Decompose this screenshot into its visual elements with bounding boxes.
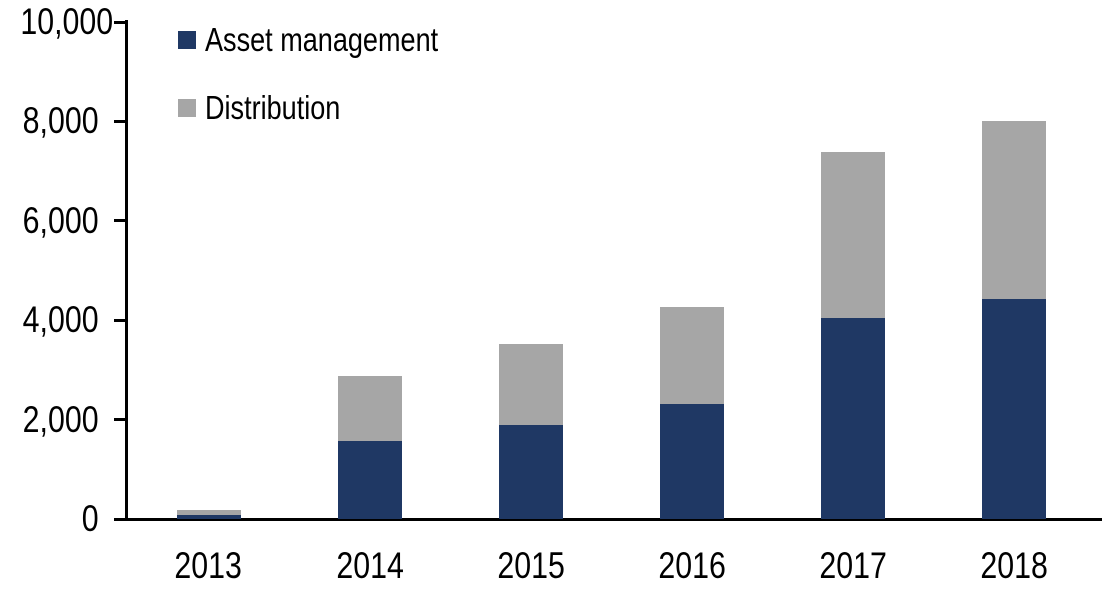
bar-segment-2018-asset-management — [982, 299, 1047, 519]
y-tick-label-text: 2,000 — [23, 398, 99, 440]
x-tick-label-2016: 2016 — [612, 546, 773, 586]
x-tick-label-text: 2018 — [980, 545, 1049, 586]
y-tick-label: 8,000 — [0, 102, 99, 140]
bar-segment-2018-distribution — [982, 121, 1047, 300]
x-tick-label-text: 2014 — [335, 545, 404, 586]
legend-label-distribution: Distribution — [205, 89, 370, 127]
y-tick-label: 0 — [0, 500, 99, 538]
y-tick-label-text: 0 — [82, 498, 99, 539]
legend-item-asset-management: Asset management — [178, 21, 489, 59]
bar-segment-2017-distribution — [821, 151, 886, 318]
y-tick-label: 10,000 — [0, 3, 113, 41]
legend-swatch-asset-management — [178, 31, 196, 49]
x-tick-label-text: 2017 — [819, 545, 887, 586]
y-axis-line — [125, 20, 128, 521]
bar-2017 — [773, 151, 934, 519]
x-tick-label-text: 2013 — [174, 545, 243, 586]
legend-swatch-distribution — [178, 99, 196, 117]
x-tick-label-2013: 2013 — [128, 546, 289, 586]
legend-label-asset-management: Asset management — [205, 21, 489, 59]
x-tick-label-text: 2016 — [658, 545, 726, 586]
bar-segment-2016-distribution — [660, 306, 725, 405]
bar-segment-2017-asset-management — [821, 317, 886, 519]
y-tick-label: 6,000 — [0, 199, 99, 241]
bar-segment-2013-asset-management — [176, 515, 241, 519]
y-tick-label-text: 10,000 — [20, 1, 114, 42]
x-axis-line — [114, 518, 1102, 521]
y-tick-label-text: 4,000 — [23, 299, 99, 341]
bar-2013 — [128, 510, 289, 519]
bar-segment-2014-distribution — [337, 376, 402, 442]
x-tick-label-2017: 2017 — [773, 546, 934, 586]
legend-label-text: Distribution — [205, 89, 341, 126]
legend-item-distribution: Distribution — [178, 89, 370, 127]
bar-2015 — [450, 344, 611, 519]
y-tick-mark — [114, 119, 126, 123]
bar-segment-2015-distribution — [498, 344, 563, 426]
y-tick-label-text: 8,000 — [23, 100, 99, 142]
legend-label-text: Asset management — [205, 21, 439, 58]
y-tick-label: 4,000 — [0, 301, 99, 339]
x-tick-label-2014: 2014 — [289, 546, 450, 586]
y-tick-label: 2,000 — [0, 398, 99, 440]
x-tick-label-text: 2015 — [497, 545, 565, 586]
y-tick-mark — [114, 20, 126, 24]
y-tick-mark — [114, 318, 126, 322]
y-tick-label-text: 6,000 — [23, 199, 99, 241]
x-tick-label-2015: 2015 — [450, 546, 611, 586]
bar-2018 — [934, 121, 1095, 519]
bar-segment-2016-asset-management — [660, 404, 725, 519]
bar-segment-2014-asset-management — [337, 441, 402, 519]
x-tick-label-2018: 2018 — [934, 546, 1095, 586]
y-tick-mark — [114, 219, 126, 223]
y-tick-mark — [114, 418, 126, 422]
bar-2016 — [612, 306, 773, 519]
bar-segment-2015-asset-management — [498, 425, 563, 519]
bar-2014 — [289, 376, 450, 519]
bar-segment-2013-distribution — [176, 510, 241, 516]
